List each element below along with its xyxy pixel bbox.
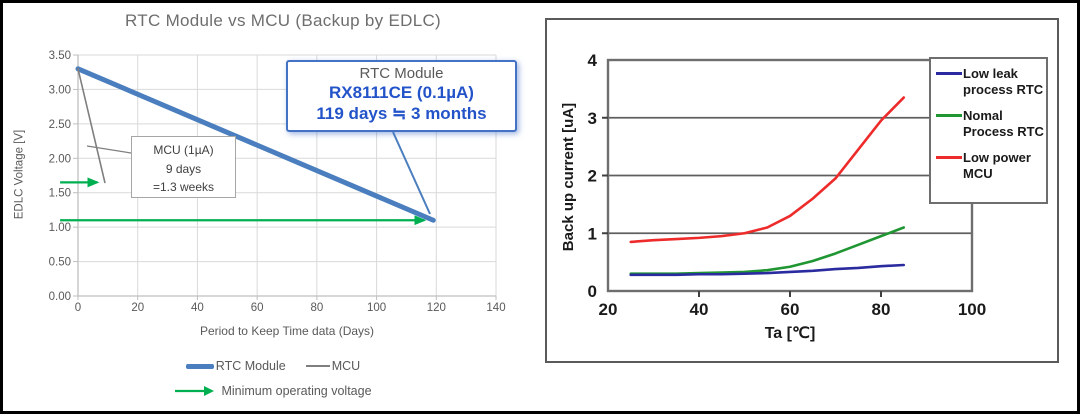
min-voltage-arrows <box>60 177 427 226</box>
legend-item-low-power-mcu: Low power MCU <box>936 150 1046 181</box>
annotation-leader-lines <box>86 131 431 215</box>
svg-text:80: 80 <box>872 300 891 319</box>
low-leak-rtc-line-swatch <box>936 72 962 75</box>
mcu-annotation-box: MCU (1µA) 9 days =1.3 weeks <box>131 136 236 198</box>
series-rtc-module <box>75 66 436 223</box>
svg-text:20: 20 <box>131 302 144 314</box>
svg-text:1.00: 1.00 <box>49 222 71 234</box>
rtc-annotation-part-number: RX8111CE (0.1µA) <box>329 83 474 102</box>
rtc-annotation-duration: 119 days ≒ 3 months <box>316 104 487 124</box>
svg-text:60: 60 <box>781 300 800 319</box>
svg-text:3.50: 3.50 <box>49 50 71 62</box>
right-chart-legend: Low leak process RTC Nomal Process RTC L… <box>929 57 1048 204</box>
mcu-annotation-line2: 9 days <box>165 161 202 176</box>
left-chart-legend: RTC Module MCU <box>3 359 543 373</box>
svg-text:1.50: 1.50 <box>49 188 71 200</box>
left-chart-axes <box>73 54 497 300</box>
rtc-module-legend-swatch <box>185 363 214 369</box>
svg-text:40: 40 <box>690 300 709 319</box>
left-chart-x-axis-title: Period to Keep Time data (Days) <box>199 324 375 338</box>
normal-rtc-line-swatch <box>936 114 962 118</box>
series-low-leak-process-rtc <box>629 263 906 277</box>
svg-text:20: 20 <box>599 300 618 319</box>
svg-text:120: 120 <box>427 302 446 314</box>
right-chart-frame: 0 1 2 3 4 20 40 60 80 100 Back up current [uA] Ta… <box>545 18 1059 363</box>
right-chart-x-axis-title: Ta [℃] <box>764 325 816 342</box>
series-low-power-mcu <box>629 96 906 244</box>
rtc-annotation-title: RTC Module <box>359 65 444 82</box>
svg-text:60: 60 <box>251 302 264 314</box>
series-mcu <box>77 67 106 184</box>
mcu-annotation-line1: MCU (1µA) <box>153 143 214 157</box>
legend-item-low-leak-rtc: Low leak process RTC <box>936 66 1046 97</box>
svg-text:0: 0 <box>75 302 81 314</box>
left-chart-y-axis-title: EDLC Voltage [V] <box>13 129 26 220</box>
svg-text:2: 2 <box>588 167 597 186</box>
low-leak-rtc-label: Low leak process RTC <box>963 66 1044 97</box>
legend-item-normal-rtc: Nomal Process RTC <box>936 108 1046 139</box>
normal-rtc-label: Nomal Process RTC <box>963 108 1044 139</box>
left-chart-title: RTC Module vs MCU (Backup by EDLC) <box>125 11 441 30</box>
rtc-module-legend-label: RTC Module <box>215 359 286 373</box>
svg-text:140: 140 <box>486 302 505 314</box>
low-power-mcu-line-swatch <box>936 156 962 160</box>
svg-text:3: 3 <box>588 109 597 128</box>
svg-text:0: 0 <box>588 282 597 301</box>
min-voltage-arrow-icon <box>175 386 215 396</box>
mcu-legend-label: MCU <box>331 359 361 373</box>
left-chart-panel: 0.00 0.50 1.00 1.50 2.00 2.50 3.00 3.50 0 20 40 60 8… <box>3 3 543 411</box>
svg-text:2.50: 2.50 <box>49 119 71 131</box>
rtc-annotation-box: RTC Module RX8111CE (0.1µA) 119 days ≒ 3… <box>286 60 517 132</box>
mcu-annotation-line3: =1.3 weeks <box>152 180 215 195</box>
svg-text:3.00: 3.00 <box>49 84 71 96</box>
svg-text:100: 100 <box>958 300 986 319</box>
svg-text:40: 40 <box>191 302 204 314</box>
low-power-mcu-label: Low power MCU <box>963 150 1031 181</box>
svg-text:0.00: 0.00 <box>49 291 71 303</box>
svg-text:1: 1 <box>588 224 597 243</box>
right-chart-y-axis-title: Back up current [uA] <box>560 102 577 252</box>
right-chart-tick-marks <box>602 116 882 297</box>
min-voltage-legend-label: Minimum operating voltage <box>221 384 372 398</box>
mcu-legend-swatch <box>305 365 330 367</box>
svg-text:4: 4 <box>588 51 598 70</box>
svg-text:80: 80 <box>310 302 323 314</box>
svg-text:100: 100 <box>367 302 386 314</box>
left-chart-tick-labels: 0.00 0.50 1.00 1.50 2.00 2.50 3.00 3.50 0 20 40 60 8… <box>49 50 506 314</box>
right-chart-tick-labels: 0 1 2 3 4 20 40 60 80 100 <box>588 51 987 319</box>
svg-text:2.00: 2.00 <box>49 153 71 165</box>
svg-text:0.50: 0.50 <box>49 257 71 269</box>
right-chart-gridlines <box>608 116 972 235</box>
min-voltage-legend: Minimum operating voltage <box>3 384 543 398</box>
